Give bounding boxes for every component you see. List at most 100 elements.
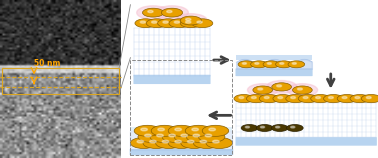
Circle shape [297,88,302,90]
Bar [2,68,119,94]
Circle shape [150,140,156,143]
Bar [130,60,232,155]
Circle shape [267,63,271,64]
Circle shape [169,134,175,137]
Circle shape [175,140,181,143]
Circle shape [251,61,267,68]
Circle shape [241,125,258,131]
Circle shape [158,19,179,28]
Circle shape [258,88,263,90]
Circle shape [181,134,187,137]
Circle shape [242,63,246,64]
Circle shape [175,128,181,131]
Circle shape [298,94,318,103]
Circle shape [185,125,212,136]
Circle shape [198,131,225,143]
Circle shape [286,94,305,103]
Circle shape [186,131,213,143]
Circle shape [130,137,157,149]
Circle shape [209,128,215,131]
Circle shape [187,140,194,143]
Circle shape [238,61,255,68]
Circle shape [186,21,191,23]
Circle shape [366,97,371,99]
Circle shape [256,125,273,131]
Circle shape [197,21,202,23]
Circle shape [181,137,207,149]
Circle shape [148,10,153,13]
Circle shape [205,134,212,137]
Circle shape [311,94,330,103]
Circle shape [162,140,169,143]
Circle shape [152,21,157,23]
Circle shape [186,18,191,21]
Circle shape [259,94,279,103]
Circle shape [273,94,293,103]
Circle shape [303,97,308,99]
Circle shape [175,14,207,27]
Circle shape [239,97,244,99]
Circle shape [291,126,295,128]
Circle shape [264,97,269,99]
Circle shape [162,131,189,143]
Circle shape [248,84,278,96]
Circle shape [193,134,200,137]
Circle shape [355,97,360,99]
Circle shape [174,21,180,23]
Circle shape [140,21,146,23]
Circle shape [202,125,229,136]
Circle shape [260,126,265,128]
Circle shape [266,81,297,93]
Circle shape [328,97,333,99]
FancyBboxPatch shape [235,68,313,76]
Circle shape [276,126,280,128]
Circle shape [156,137,182,149]
Circle shape [135,19,156,28]
Circle shape [146,19,167,28]
Circle shape [291,97,296,99]
Circle shape [276,61,292,68]
Circle shape [180,19,201,28]
Circle shape [316,97,321,99]
Circle shape [251,97,256,99]
Circle shape [287,84,318,96]
Circle shape [200,140,207,143]
Circle shape [192,128,198,131]
Circle shape [137,6,169,19]
Text: 50 nm: 50 nm [34,60,60,68]
Circle shape [292,63,296,64]
Circle shape [141,128,147,131]
Circle shape [293,86,312,94]
Bar [236,55,312,60]
Circle shape [337,94,357,103]
Circle shape [151,125,178,136]
Circle shape [144,134,151,137]
FancyBboxPatch shape [235,137,377,146]
Circle shape [157,134,163,137]
Circle shape [168,137,195,149]
Circle shape [169,19,190,28]
Circle shape [143,8,164,17]
Circle shape [143,137,169,149]
Circle shape [158,128,164,131]
Circle shape [278,97,283,99]
Circle shape [174,131,201,143]
FancyBboxPatch shape [130,149,233,155]
Circle shape [206,137,232,149]
Circle shape [234,94,254,103]
Circle shape [272,83,291,91]
Circle shape [212,140,219,143]
Circle shape [350,94,370,103]
Circle shape [156,6,188,19]
Circle shape [324,94,343,103]
Circle shape [361,94,378,103]
Bar [130,127,232,131]
Circle shape [245,126,249,128]
Circle shape [150,131,177,143]
Circle shape [277,85,282,87]
Circle shape [167,10,172,13]
Circle shape [271,125,288,131]
Circle shape [253,86,273,94]
Circle shape [134,125,161,136]
Circle shape [255,63,259,64]
